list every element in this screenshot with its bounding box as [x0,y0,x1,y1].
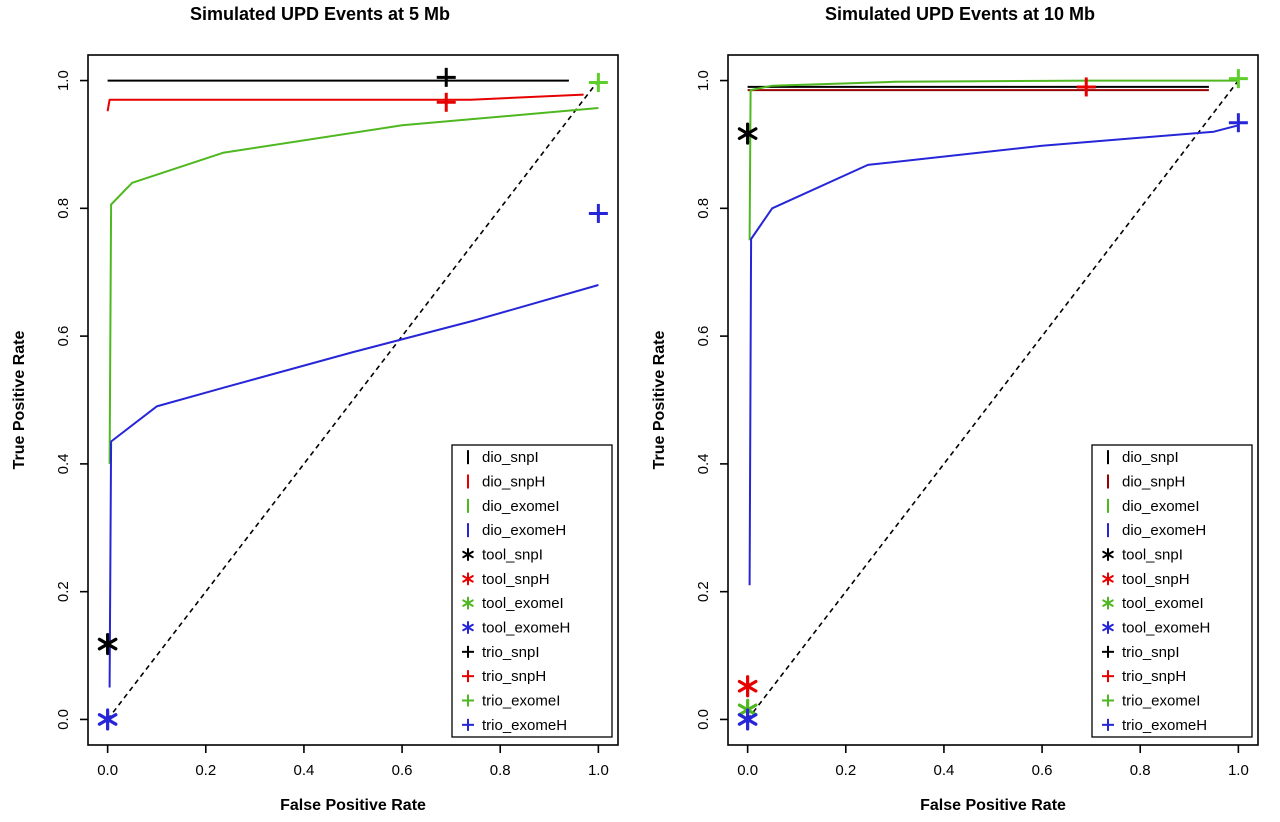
legend-marker-trio_exomeI [462,694,474,707]
legend-box [1091,444,1253,738]
x-tick-label: 0.6 [392,762,413,779]
y-tick-label: 0.0 [695,709,712,730]
marker-tool_exomeH [97,708,118,731]
legend-label: tool_snpI [482,547,543,564]
x-tick-label: 0.4 [933,762,954,779]
legend-marker-tool_snpI [462,548,474,561]
y-tick-label: 0.6 [55,326,72,347]
marker-trio_exomeH [588,203,608,223]
y-tick-label: 0.4 [695,453,712,474]
legend-label: dio_snpH [482,474,545,491]
legend-marker-tool_exomeH [462,621,474,634]
x-tick-label: 0.6 [1032,762,1053,779]
legend-marker-tool_snpH [1102,572,1114,586]
marker-tool_snpI [737,122,758,145]
legend-label: dio_exomeI [482,498,560,515]
marker-trio_exomeH [1228,113,1248,133]
legend-marker-tool_snpH [462,572,474,586]
y-tick-label: 0.6 [695,326,712,347]
legend-label: dio_snpI [482,449,539,466]
legend-label: trio_snpH [1122,668,1186,685]
y-tick-label: 1.0 [55,70,72,91]
marker-tool_snpI [97,632,118,656]
y-tick-label: 0.8 [695,198,712,219]
chart-title-5mb: Simulated UPD Events at 5 Mb [189,4,451,24]
legend-label: tool_exomeH [482,620,570,637]
legend-label: tool_snpH [482,571,550,588]
x-tick-label: 0.4 [293,762,314,779]
series-dio_exomeH [748,124,1239,586]
series-dio_snpH [106,93,584,112]
legend-marker-trio_snpI [1102,645,1114,658]
legend-marker-tool_exomeH [1102,621,1114,634]
y-tick-label: 0.4 [55,453,72,474]
legend-marker-trio_snpH [462,670,474,683]
legend-label: tool_snpH [1122,571,1190,588]
series-dio_exomeH [108,284,599,688]
x-tick-label: 0.8 [490,762,511,779]
legend-marker-trio_exomeH [462,718,474,731]
legend-marker-tool_snpI [1102,548,1114,561]
legend-label: tool_exomeH [1122,620,1210,637]
roc-panel-5mb: Simulated UPD Events at 5 Mb 0.0 0.2 0.4 0.… [11,4,619,814]
x-tick-label: 0.0 [97,762,118,779]
legend-label: trio_snpI [1122,644,1180,661]
y-tick-label: 0.2 [55,581,72,602]
y-axis-label: True Positive Rate [11,331,28,470]
x-tick-label: 1.0 [588,762,609,779]
chart-title-10mb: Simulated UPD Events at 10 Mb [824,4,1096,24]
legend-marker-trio_exomeI [1102,694,1114,707]
y-tick-label: 0.2 [695,581,712,602]
legend-label: trio_exomeI [1122,693,1200,710]
legend-label: dio_exomeH [1122,522,1206,539]
marker-trio_snpH [436,92,456,112]
marker-trio_exomeI [588,72,608,92]
legend-label: trio_exomeH [1122,717,1207,734]
marker-tool_snpH [737,675,758,698]
marker-trio_exomeI [1228,69,1248,89]
plot-border [727,54,1259,746]
legend-label: dio_snpH [1122,474,1185,491]
roc-plot-5mb: 0.0 0.2 0.4 0.6 0.8 1.0 0.0 0.2 0.4 0.6 0.8 1.0 Fals… [11,54,619,814]
legend-marker-trio_exomeH [1102,718,1114,731]
legend-marker-tool_exomeI [462,596,474,610]
y-tick-label: 1.0 [695,70,712,91]
marker-trio_snpI [436,67,456,87]
legend-label: tool_snpI [1122,547,1183,564]
legend-label: trio_exomeI [482,693,560,710]
legend-marker-trio_snpI [462,645,474,658]
legend-label: dio_snpI [1122,449,1179,466]
plot-border [87,54,619,746]
series-dio_exomeI [748,79,1239,241]
legend-marker-trio_snpH [1102,670,1114,683]
x-axis-label: False Positive Rate [280,797,426,814]
legend-label: tool_exomeI [1122,595,1204,612]
legend-label: trio_snpH [482,668,546,685]
legend-marker-tool_exomeI [1102,596,1114,610]
legend-box [451,444,613,738]
y-tick-label: 0.8 [55,198,72,219]
legend-label: dio_exomeI [1122,498,1200,515]
x-tick-label: 1.0 [1228,762,1249,779]
legend-label: dio_exomeH [482,522,566,539]
y-tick-label: 0.0 [55,709,72,730]
legend-label: trio_exomeH [482,717,567,734]
legend-label: trio_snpI [482,644,540,661]
x-tick-label: 0.8 [1130,762,1151,779]
marker-tool_exomeH [737,708,758,731]
legend-label: tool_exomeI [482,595,564,612]
roc-plot-10mb: 0.0 0.2 0.4 0.6 0.8 1.0 0.0 0.2 0.4 0.6 0.8 1.0 Fals… [651,54,1259,814]
marker-trio_snpH [1076,77,1096,97]
series-dio_exomeI [108,107,599,464]
x-tick-label: 0.0 [737,762,758,779]
x-axis-label: False Positive Rate [920,797,1066,814]
y-axis-label: True Positive Rate [651,331,668,470]
x-tick-label: 0.2 [835,762,856,779]
roc-panel-10mb: Simulated UPD Events at 10 Mb 0.0 0.2 0.4 0… [640,0,1280,822]
x-tick-label: 0.2 [195,762,216,779]
